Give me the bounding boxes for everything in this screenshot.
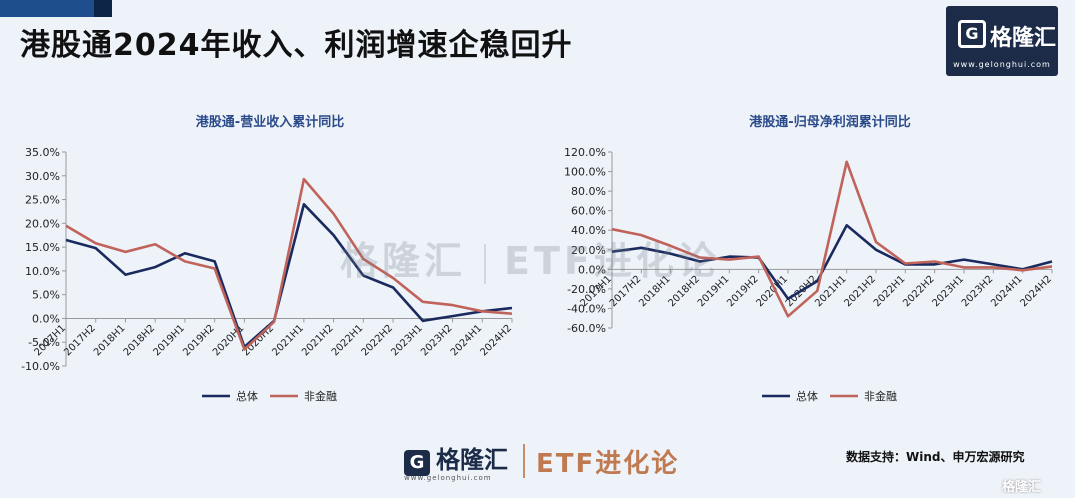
- y-tick-label: 20.0%: [571, 244, 606, 257]
- footer-logo-name: 格隆汇: [436, 446, 508, 474]
- legend-label: 总体: [236, 389, 258, 403]
- footer: [0, 425, 1075, 498]
- x-tick-label: 2020H2: [241, 323, 277, 359]
- legend-label: 非金融: [864, 389, 897, 403]
- x-tick-label: 2023H2: [419, 323, 455, 359]
- x-tick-label: 2024H2: [1019, 274, 1055, 310]
- footer-logo: G 格隆汇: [404, 440, 508, 476]
- series-line-nonfinancial: [611, 160, 1053, 318]
- x-tick-label: 2021H2: [300, 323, 336, 359]
- revenue-growth-chart: 港股通-营业收入累计同比 35.0% 30.0% 25.0% 20.0% 15.0% 10.…: [21, 114, 515, 403]
- legend-label: 总体: [796, 389, 818, 403]
- y-tick-label: 30.0%: [25, 170, 60, 183]
- x-tick-label: 2019H2: [181, 323, 217, 359]
- y-tick-label: 5.0%: [32, 289, 60, 302]
- y-tick-label: 10.0%: [25, 265, 60, 278]
- x-tick-label: 2024H2: [479, 323, 515, 359]
- footer-etf-brand: ETF进化论: [536, 449, 680, 479]
- chart-title: 港股通-归母净利润累计同比: [749, 114, 910, 130]
- x-tick-label: 2021H2: [843, 274, 879, 310]
- series-line-total: [65, 203, 513, 349]
- watermark: 格隆汇 ETF进化论: [340, 230, 720, 285]
- y-tick-label: 0.0%: [578, 263, 606, 276]
- x-tick-label: 2024H1: [989, 274, 1025, 310]
- y-tick-label: -5.0%: [28, 336, 60, 349]
- x-tick-label: 2023H2: [960, 274, 996, 310]
- legend-label: 非金融: [304, 389, 337, 403]
- y-tick-label: -20.0%: [567, 283, 606, 296]
- x-tick-label: 2019H2: [725, 274, 761, 310]
- y-tick-label: 0.0%: [32, 312, 60, 325]
- x-tick-label: 2018H1: [92, 323, 128, 359]
- y-tick-label: 120.0%: [564, 146, 606, 159]
- y-tick-label: 40.0%: [571, 224, 606, 237]
- watermark-etf: ETF进化论: [504, 239, 720, 283]
- y-tick-label: -60.0%: [567, 322, 606, 335]
- gelonghui-logo: G 格隆汇 www.gelonghui.com: [946, 6, 1058, 76]
- x-tick-label: 2023H1: [931, 274, 967, 310]
- y-tick-label: 25.0%: [25, 194, 60, 207]
- logo-g-icon: G: [958, 20, 986, 48]
- x-tick-label: 2017H2: [62, 323, 98, 359]
- net-profit-growth-chart: 港股通-归母净利润累计同比 120.0% 100.0% 80.0% 60.0% 40.0%…: [564, 114, 1055, 403]
- watermark-divider: [484, 243, 487, 284]
- logo-name: 格隆汇: [990, 26, 1057, 51]
- logo-url: www.gelonghui.com: [953, 60, 1051, 69]
- series-line-nonfinancial: [65, 177, 513, 351]
- x-tick-label: 2024H1: [449, 323, 485, 359]
- x-tick-label: 2021H1: [270, 323, 306, 359]
- x-tick-label: 2020H1: [755, 274, 791, 310]
- x-tick-label: 2019H1: [151, 323, 187, 359]
- y-tick-label: -40.0%: [567, 302, 606, 315]
- data-source: 数据支持：Wind、申万宏源研究: [846, 450, 1025, 464]
- y-tick-label: 15.0%: [25, 241, 60, 254]
- x-tick-label: 2022H2: [360, 323, 396, 359]
- x-tick-label: 2022H1: [872, 274, 908, 310]
- x-tick-label: 2022H1: [330, 323, 366, 359]
- y-tick-label: 20.0%: [25, 217, 60, 230]
- x-tick-label: 2022H2: [901, 274, 937, 310]
- y-tick-label: -10.0%: [21, 360, 60, 373]
- x-tick-label: 2018H2: [122, 323, 158, 359]
- corner-watermark: 格隆汇: [1002, 480, 1042, 495]
- footer-logo-g-icon: G: [404, 450, 430, 476]
- watermark-brand: 格隆汇: [340, 239, 467, 283]
- chart-title: 港股通-营业收入累计同比: [196, 114, 344, 130]
- y-tick-label: 35.0%: [25, 146, 60, 159]
- y-tick-label: 100.0%: [564, 166, 606, 179]
- header-decoration-bar: [0, 0, 94, 17]
- series-line-total: [611, 224, 1053, 300]
- page-title: 港股通2024年收入、利润增速企稳回升: [20, 28, 573, 63]
- header-decoration-block: [94, 0, 112, 17]
- y-tick-label: 60.0%: [571, 205, 606, 218]
- x-tick-label: 2023H1: [389, 323, 425, 359]
- y-tick-label: 80.0%: [571, 185, 606, 198]
- footer-logo-url: www.gelonghui.com: [404, 474, 492, 482]
- footer-divider: [523, 444, 525, 478]
